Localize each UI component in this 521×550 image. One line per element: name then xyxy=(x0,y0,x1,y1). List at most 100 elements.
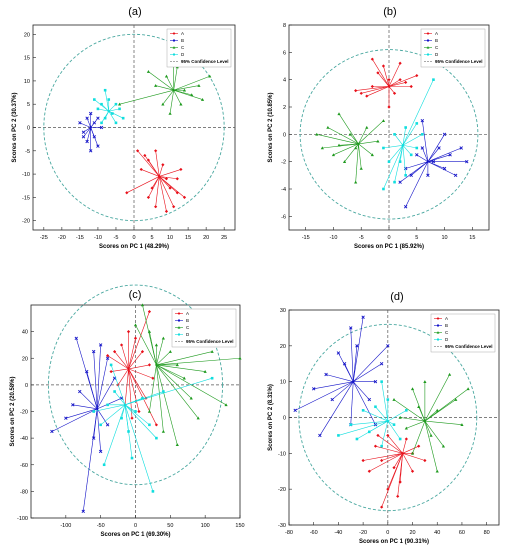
data-point xyxy=(376,139,380,143)
data-point xyxy=(392,397,396,401)
legend-marker xyxy=(436,331,440,334)
data-point xyxy=(376,71,380,75)
spoke-line xyxy=(402,145,406,176)
data-point xyxy=(441,444,446,448)
y-tick-label: -4 xyxy=(281,187,286,193)
spoke-line xyxy=(158,176,174,207)
spoke-line xyxy=(156,338,164,365)
data-point xyxy=(133,336,138,340)
x-tick-label: -5 xyxy=(359,235,364,241)
spoke-line xyxy=(405,161,429,207)
spoke-line xyxy=(427,161,456,176)
data-point xyxy=(150,186,154,190)
x-tick-label: -15 xyxy=(302,235,310,241)
spoke-line xyxy=(402,144,417,149)
legend-entry: D xyxy=(435,52,439,57)
data-point xyxy=(134,410,137,413)
data-point xyxy=(106,403,109,407)
spoke-line xyxy=(381,421,389,447)
data-point xyxy=(381,64,386,68)
panel-label: (b) xyxy=(383,6,396,18)
data-point xyxy=(355,437,359,441)
data-point xyxy=(127,430,130,433)
spoke-line xyxy=(424,420,444,447)
y-tick-label: -80 xyxy=(20,489,28,495)
data-point xyxy=(320,146,324,150)
spoke-line xyxy=(173,66,178,91)
spoke-line xyxy=(412,420,426,454)
y-tick-label: -40 xyxy=(20,436,28,442)
data-point xyxy=(382,146,385,150)
spoke-line xyxy=(424,374,450,422)
series-a xyxy=(354,57,419,109)
x-tick-label: 0 xyxy=(134,523,137,529)
spoke-line xyxy=(381,381,389,422)
data-point xyxy=(91,349,96,354)
data-point xyxy=(393,180,396,184)
data-point xyxy=(196,416,200,420)
data-point xyxy=(326,125,330,129)
series-b xyxy=(78,111,104,153)
data-point xyxy=(420,146,425,150)
data-point xyxy=(71,403,75,407)
y-tick-label: -2 xyxy=(281,160,286,166)
spoke-line xyxy=(397,453,403,497)
data-point xyxy=(175,443,179,447)
data-point xyxy=(92,410,95,413)
data-point xyxy=(404,426,408,430)
spoke-line xyxy=(402,123,418,146)
legend-marker xyxy=(427,39,429,42)
legend-marker xyxy=(426,46,430,49)
x-axis-label: Scores on PC 1 (48.29%) xyxy=(99,244,169,250)
data-point xyxy=(164,209,169,213)
legend-box xyxy=(166,28,232,68)
data-point xyxy=(387,78,391,82)
x-tick-label: 40 xyxy=(434,530,440,536)
data-point xyxy=(118,107,121,111)
data-point xyxy=(146,195,151,199)
data-point xyxy=(392,466,396,470)
data-point xyxy=(405,409,408,412)
data-point xyxy=(361,458,365,463)
data-point xyxy=(417,405,421,409)
data-point xyxy=(410,451,415,455)
data-point xyxy=(161,429,165,433)
chart-panel-a: (a) -25 -20 -15 -10 -5 0 5 10 15 20 25 -20 -15 -10 -5 0 5… xyxy=(12,6,236,250)
spoke-line xyxy=(355,86,390,91)
legend-entry: D xyxy=(181,52,185,57)
data-point xyxy=(398,160,402,163)
confidence-ellipse xyxy=(47,284,224,486)
data-point xyxy=(465,159,469,164)
spoke-line xyxy=(155,150,160,177)
legend-marker xyxy=(436,317,440,320)
data-point xyxy=(386,344,390,348)
x-tick-label: 5 xyxy=(151,235,154,241)
data-point xyxy=(349,326,353,330)
spoke-line xyxy=(387,435,403,454)
x-tick-label: -60 xyxy=(310,530,318,536)
data-point xyxy=(365,94,369,98)
spoke-line xyxy=(327,127,359,145)
data-point xyxy=(103,116,107,120)
spoke-line xyxy=(156,351,171,366)
spoke-line xyxy=(124,404,150,426)
data-point xyxy=(403,205,408,209)
data-point xyxy=(161,102,165,106)
spoke-line xyxy=(128,368,140,412)
y-tick-label: -10 xyxy=(278,451,286,457)
data-point xyxy=(210,376,214,380)
spoke-line xyxy=(103,404,126,465)
data-point xyxy=(324,372,328,377)
legend-entry: A xyxy=(181,31,184,36)
data-point xyxy=(380,458,384,463)
data-point xyxy=(337,434,340,437)
series-b xyxy=(398,118,469,209)
data-point xyxy=(442,166,447,171)
data-point xyxy=(311,387,316,391)
data-point xyxy=(361,409,365,412)
data-point xyxy=(203,369,207,373)
x-tick-label: -50 xyxy=(97,523,105,529)
spoke-line xyxy=(402,145,412,156)
spoke-line xyxy=(388,75,417,87)
